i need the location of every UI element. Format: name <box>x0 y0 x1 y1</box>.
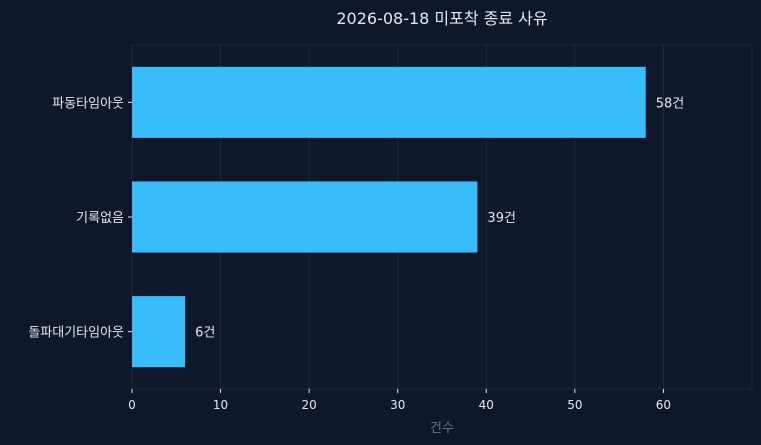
x-tick-label: 50 <box>567 398 582 412</box>
bar <box>132 296 186 368</box>
bar <box>132 181 478 253</box>
x-tick-label: 20 <box>302 398 317 412</box>
x-tick-label: 60 <box>656 398 671 412</box>
bars <box>132 66 646 368</box>
x-axis-title: 건수 <box>430 421 454 436</box>
x-axis: 0 10 20 30 40 50 60 <box>128 389 671 412</box>
y-category-label: 기록없음 <box>76 211 124 226</box>
bar-data-label: 58건 <box>656 96 685 111</box>
y-category-label: 돌파대기타임아웃 <box>28 326 124 341</box>
data-labels: 58건 39건 6건 <box>195 96 684 340</box>
x-tick-label: 30 <box>390 398 405 412</box>
y-category-label: 파동타임아웃 <box>52 96 124 111</box>
x-tick-label: 10 <box>213 398 228 412</box>
x-tick-label: 0 <box>128 398 136 412</box>
x-tick-label: 40 <box>479 398 494 412</box>
bar <box>132 66 646 138</box>
bar-data-label: 6건 <box>195 326 215 341</box>
bar-data-label: 39건 <box>487 211 516 226</box>
chart-title: 2026-08-18 미포착 종료 사유 <box>336 9 547 28</box>
